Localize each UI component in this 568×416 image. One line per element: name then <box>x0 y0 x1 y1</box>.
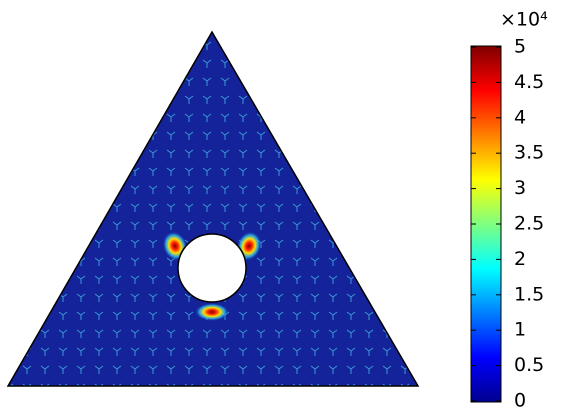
colorbar-tick-label: 4.5 <box>514 71 544 93</box>
colorbar-tick-label: 0.5 <box>514 354 544 376</box>
hole <box>177 233 247 303</box>
colorbar-tick-label: 4 <box>514 106 526 128</box>
colorbar-tick-label: 3.5 <box>514 142 544 164</box>
mesh-glyphs <box>8 32 418 386</box>
peak <box>195 303 229 321</box>
domain <box>6 30 420 387</box>
colorbar-multiplier: ×10⁴ <box>500 9 548 31</box>
colorbar-tick-label: 5 <box>514 36 526 58</box>
colorbar-tick-label: 1.5 <box>514 283 544 305</box>
colorbar-tick-label: 3 <box>514 177 526 199</box>
outline <box>6 30 420 387</box>
colorbar-tick-label: 1 <box>514 319 526 341</box>
colorbar-tick-label: 0 <box>514 390 526 412</box>
colorbar: ×10⁴ 0 0.5 1 1.5 2 2.5 3 3.5 4 4.5 5 <box>470 9 548 412</box>
colorbar-tick-label: 2.5 <box>514 213 544 235</box>
colorbar-tick-label: 2 <box>514 248 526 270</box>
